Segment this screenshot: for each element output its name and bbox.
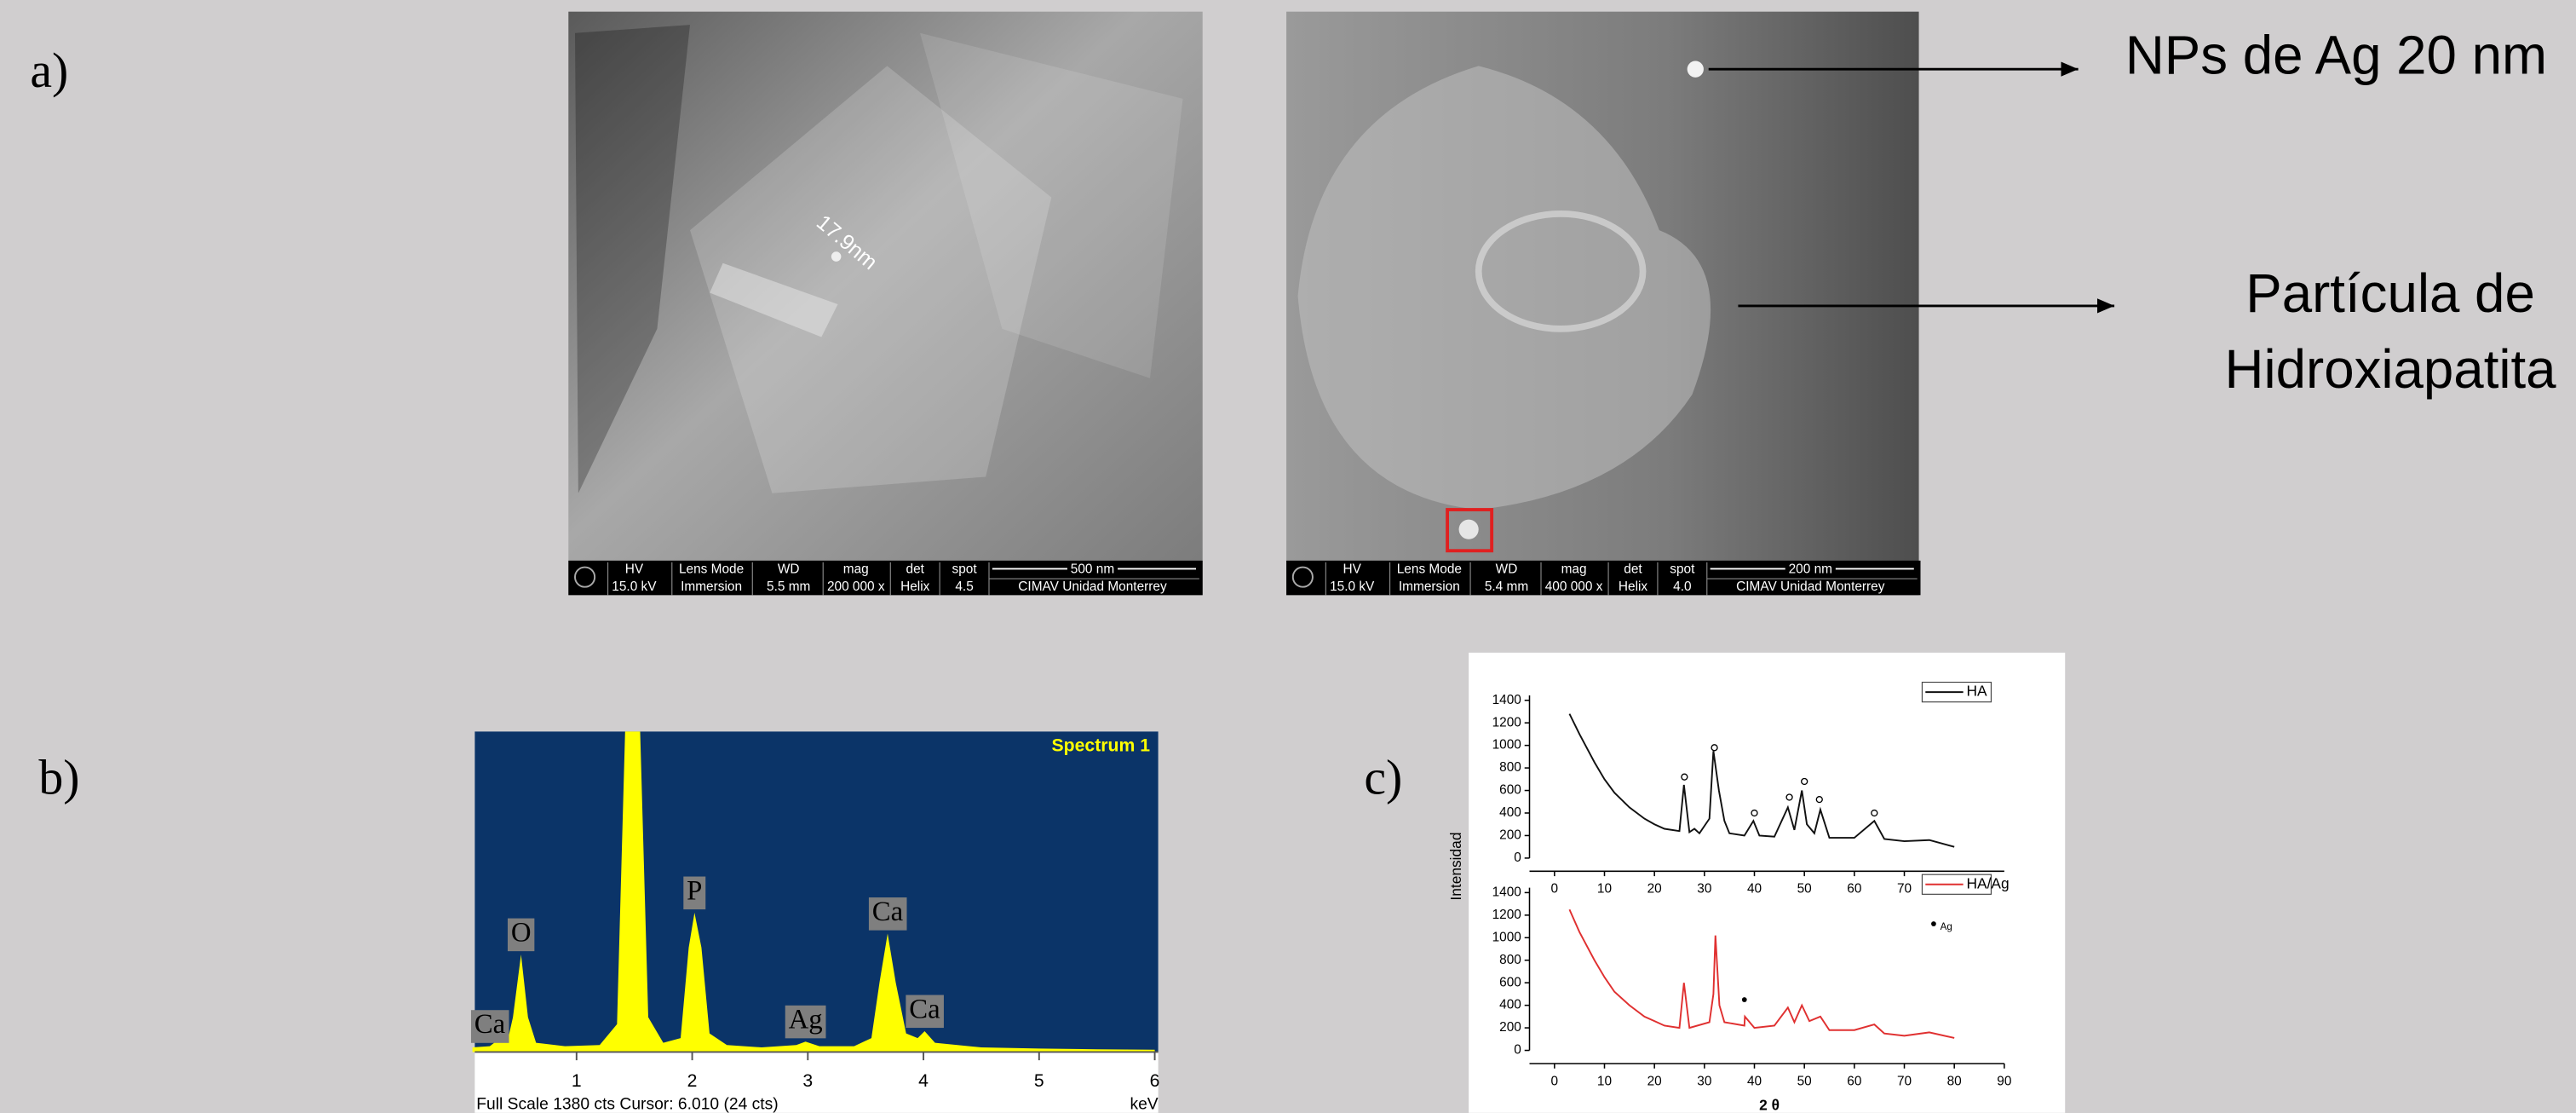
x-tick-label: 0 <box>1551 1074 1559 1088</box>
info-header: det <box>1624 562 1642 577</box>
x-tick-label: 10 <box>1597 882 1612 897</box>
info-header: mag <box>843 562 869 577</box>
x-tick-label: 50 <box>1797 882 1812 897</box>
x-tick-label: 10 <box>1597 1074 1612 1088</box>
y-tick-label: 1400 <box>1492 693 1521 707</box>
x-tick-label: 50 <box>1797 1074 1812 1088</box>
y-tick-label: 1000 <box>1492 738 1521 753</box>
x-tick-label: 30 <box>1697 1074 1711 1088</box>
info-header: Lens Mode <box>1397 562 1462 577</box>
annotation: Hidroxiapatita <box>2225 339 2557 400</box>
annotation: Partícula de <box>2245 263 2535 324</box>
x-tick-label: 60 <box>1847 1074 1861 1088</box>
info-header: 200 nm <box>1789 562 1832 577</box>
info-header: spot <box>1670 562 1695 577</box>
x-tick-label: 2 <box>687 1071 698 1091</box>
info-header: 500 nm <box>1071 562 1114 577</box>
info-header: mag <box>1561 562 1587 577</box>
x-tick-label: 4 <box>918 1071 929 1091</box>
info-header: HV <box>1343 562 1362 577</box>
y-tick-label: 600 <box>1499 975 1521 989</box>
legend-label: HA <box>1967 683 1988 700</box>
info-value: 5.5 mm <box>767 580 810 594</box>
peak-label: Ca <box>909 994 940 1024</box>
x-tick-label: 30 <box>1697 882 1711 897</box>
x-tick-label: 80 <box>1947 1074 1962 1088</box>
info-value: Helix <box>900 580 930 594</box>
x-tick-label: 20 <box>1647 1074 1662 1088</box>
y-tick-label: 0 <box>1514 1043 1521 1058</box>
info-header: Lens Mode <box>679 562 744 577</box>
info-header: WD <box>1496 562 1518 577</box>
peak-label: Ca <box>474 1009 506 1040</box>
y-tick-label: 800 <box>1499 953 1521 967</box>
info-value: Immersion <box>681 580 742 594</box>
page: { "labels": {"a": "a)", "b": "b)", "c": … <box>0 0 2576 1113</box>
annotation: NPs de Ag 20 nm <box>2125 25 2547 85</box>
info-value: CIMAV Unidad Monterrey <box>1018 580 1167 594</box>
info-value: 400 000 x <box>1545 580 1603 594</box>
y-tick-label: 200 <box>1499 828 1521 843</box>
peak-label: Ca <box>872 897 904 927</box>
sem-image <box>568 12 1202 596</box>
sem-image <box>1286 12 1919 596</box>
info-value: 200 000 x <box>827 580 885 594</box>
x-tick-label: 20 <box>1647 882 1662 897</box>
y-tick-label: 200 <box>1499 1020 1521 1035</box>
info-header: HV <box>625 562 644 577</box>
peak-label: P <box>687 875 702 906</box>
panel-label: a) <box>30 43 68 98</box>
x-tick-label: 40 <box>1747 882 1762 897</box>
info-header: spot <box>952 562 978 577</box>
y-tick-label: 400 <box>1499 998 1521 1012</box>
x-tick-label: 1 <box>572 1071 582 1091</box>
x-tick-label: 3 <box>802 1071 813 1091</box>
ag-legend: Ag <box>1941 922 1952 932</box>
figure: a) b) c) HV 15.0 kV Lens Mode Immersion WD 5.… <box>0 0 2576 1113</box>
x-tick-label: 5 <box>1034 1071 1044 1091</box>
y-tick-label: 600 <box>1499 783 1521 798</box>
x-axis-label: 2 θ <box>1759 1097 1780 1113</box>
x-tick-label: 0 <box>1551 882 1559 897</box>
info-value: 15.0 kV <box>1330 580 1375 594</box>
info-value: 15.0 kV <box>612 580 657 594</box>
y-tick-label: 1400 <box>1492 885 1521 899</box>
peak-label: Ag <box>789 1005 823 1035</box>
x-tick-label: 70 <box>1897 1074 1912 1088</box>
x-axis-label: keV <box>1130 1095 1158 1113</box>
legend-label: HA/Ag <box>1967 874 2010 891</box>
footer: Full Scale 1380 cts Cursor: 6.010 (24 ct… <box>476 1095 778 1113</box>
x-tick-label: 6 <box>1150 1071 1160 1091</box>
info-value: Immersion <box>1399 580 1460 594</box>
info-value: 5.4 mm <box>1485 580 1528 594</box>
chart-title: Spectrum 1 <box>1052 735 1151 755</box>
y-tick-label: 0 <box>1514 851 1521 865</box>
info-value: Helix <box>1619 580 1648 594</box>
ag-marker <box>1742 997 1747 1002</box>
x-tick-label: 60 <box>1847 882 1861 897</box>
x-tick-label: 70 <box>1897 882 1912 897</box>
info-header: WD <box>778 562 800 577</box>
y-tick-label: 1000 <box>1492 930 1521 944</box>
y-tick-label: 800 <box>1499 760 1521 775</box>
panel-label: c) <box>1364 749 1402 804</box>
y-tick-label: 400 <box>1499 805 1521 820</box>
y-axis-label: Intensidad <box>1447 833 1464 901</box>
info-value: 4.0 <box>1673 580 1691 594</box>
x-tick-label: 90 <box>1997 1074 2011 1088</box>
y-tick-label: 1200 <box>1492 715 1521 730</box>
ag-legend-dot <box>1931 921 1936 926</box>
info-value: 4.5 <box>955 580 973 594</box>
info-value: CIMAV Unidad Monterrey <box>1736 580 1885 594</box>
peak-label: O <box>511 917 532 948</box>
y-tick-label: 1200 <box>1492 908 1521 922</box>
info-header: det <box>906 562 925 577</box>
panel-label: b) <box>38 749 79 804</box>
x-tick-label: 40 <box>1747 1074 1762 1088</box>
